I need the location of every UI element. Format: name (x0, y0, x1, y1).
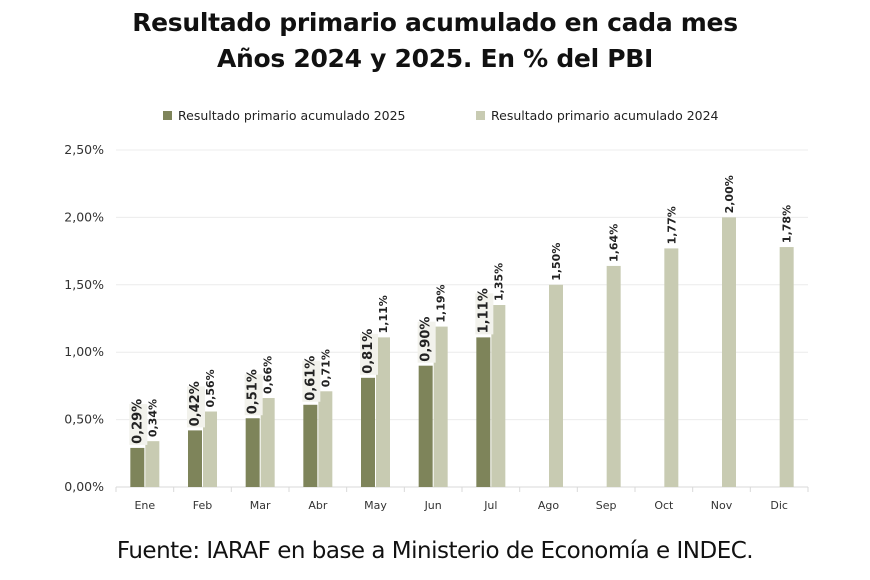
x-tick-label: Mar (250, 499, 271, 512)
data-label-2025: 0,61% (303, 356, 318, 401)
data-label-2024: 0,66% (262, 356, 275, 394)
gridlines (116, 149, 808, 421)
data-label-2024: 0,56% (204, 369, 217, 407)
y-tick-label: 2,50% (64, 142, 104, 157)
x-tick-label: Abr (308, 499, 328, 512)
bar-2024 (491, 305, 506, 487)
y-tick-label: 0,00% (64, 479, 104, 494)
y-tick-label: 1,00% (64, 344, 104, 359)
data-label-2024: 1,19% (435, 284, 448, 322)
y-tick-label: 2,00% (64, 209, 104, 224)
data-label-2024: 2,00% (723, 175, 736, 213)
data-label-2024: 1,78% (781, 205, 794, 243)
data-label-bg (302, 360, 321, 402)
legend-swatch-2025 (163, 111, 172, 120)
bar-2025 (303, 404, 318, 487)
data-label-2024: 1,77% (665, 206, 678, 244)
chart-title-line1: Resultado primario acumulado en cada mes (132, 8, 738, 37)
bar-2025 (476, 337, 491, 487)
legend-item-2024: Resultado primario acumulado 2024 (476, 108, 719, 123)
data-label-2024: 1,64% (608, 224, 621, 262)
legend-swatch-2024 (476, 111, 485, 120)
x-tick-label: Oct (654, 499, 674, 512)
bar-2024 (664, 248, 679, 487)
y-tick-label: 1,50% (64, 277, 104, 292)
bar-2025 (130, 447, 145, 487)
y-axis: 0,00% 0,50% 1,00% 1,50% 2,00% 2,50% (64, 142, 104, 494)
bars (130, 217, 794, 487)
bar-2024 (779, 247, 794, 487)
bar-2024 (260, 398, 275, 487)
x-tick-label: Ene (134, 499, 155, 512)
chart-title-line2: Años 2024 y 2025. En % del PBI (216, 44, 654, 73)
data-label-2024: 1,11% (377, 295, 390, 333)
x-tick-label: Nov (711, 499, 733, 512)
bar-2025 (418, 365, 433, 487)
data-label-bg (244, 374, 263, 416)
data-label-bg (129, 403, 148, 445)
x-tick-label: Feb (193, 499, 212, 512)
x-tick-label: Jul (483, 499, 497, 512)
bar-2024 (722, 217, 736, 487)
data-label-2025: 0,29% (130, 399, 145, 444)
source-footer: Fuente: IARAF en base a Ministerio de Ec… (116, 538, 754, 564)
bar-2024 (318, 391, 333, 487)
data-label-bg (360, 333, 378, 375)
bar-2024 (376, 337, 390, 487)
x-tick-label: Sep (596, 499, 617, 512)
x-tick-label: Dic (770, 499, 788, 512)
bar-2025 (245, 418, 260, 487)
y-tick-label: 0,50% (64, 412, 104, 427)
data-label-bg (417, 321, 436, 363)
data-label-bg (475, 293, 494, 335)
data-label-2024: 0,71% (319, 349, 332, 387)
data-label-2025: 0,81% (361, 329, 376, 374)
legend: Resultado primario acumulado 2025 Result… (0, 108, 870, 128)
bar-2025 (361, 377, 375, 487)
data-label-2024: 0,34% (146, 399, 159, 437)
legend-item-2025: Resultado primario acumulado 2025 (163, 108, 406, 123)
data-label-2025: 1,11% (476, 288, 491, 333)
bar-2024 (549, 284, 563, 487)
bar-2025 (188, 430, 202, 487)
bar-2024 (203, 411, 217, 487)
data-label-2024: 1,50% (550, 243, 563, 281)
x-tick-label: May (364, 499, 387, 512)
legend-label-2024: Resultado primario acumulado 2024 (491, 108, 719, 123)
x-tick-label: Jun (424, 499, 442, 512)
data-labels: 0,29% 0,42% 0,51% 0,61% 0,81% 0,90% 1,11% 0,34%… (129, 175, 794, 445)
x-axis: Ene Feb Mar Abr May Jun Jul Ago Sep Oct Nov Dic (115, 486, 809, 512)
data-label-2025: 0,90% (419, 317, 434, 362)
data-label-2024: 1,35% (492, 263, 505, 301)
bar-2024 (433, 326, 448, 487)
bar-2024 (606, 265, 621, 487)
bar-2024 (145, 441, 160, 487)
legend-label-2025: Resultado primario acumulado 2025 (178, 108, 406, 123)
data-label-bg (187, 386, 205, 428)
x-tick-label: Ago (538, 499, 560, 512)
data-label-2025: 0,51% (246, 369, 261, 414)
data-label-2025: 0,42% (188, 381, 203, 426)
